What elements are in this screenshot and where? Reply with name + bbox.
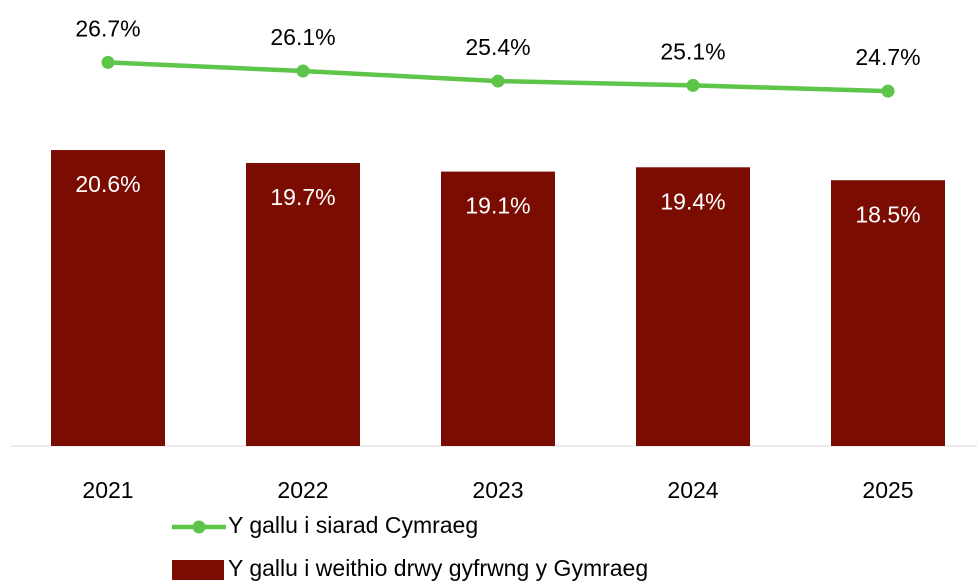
point [686, 78, 700, 92]
legend-label: Y gallu i weithio drwy gyfrwng y Gymraeg [228, 555, 648, 581]
data-label: 26.7% [75, 15, 140, 41]
bar [441, 171, 555, 446]
data-label: 24.7% [855, 44, 920, 70]
point [101, 55, 115, 69]
x-tick-label: 2021 [82, 477, 133, 503]
data-label: 19.7% [270, 184, 335, 210]
data-label: 19.4% [660, 188, 725, 214]
bar [636, 167, 750, 446]
x-tick-label: 2022 [277, 477, 328, 503]
bar [246, 162, 360, 446]
x-tick-label: 2025 [862, 477, 913, 503]
bar [831, 180, 945, 446]
point [881, 84, 895, 98]
point [491, 74, 505, 88]
data-label: 18.5% [855, 201, 920, 227]
x-tick-label: 2024 [667, 477, 718, 503]
data-label: 26.1% [270, 24, 335, 50]
x-tick-label: 2023 [472, 477, 523, 503]
legend-label: Y gallu i siarad Cymraeg [228, 512, 478, 538]
point [296, 64, 310, 78]
legend-swatch [172, 560, 224, 580]
legend-point [192, 520, 206, 534]
data-label: 19.1% [465, 193, 530, 219]
data-label: 25.4% [465, 34, 530, 60]
data-label: 20.6% [75, 171, 140, 197]
data-label: 25.1% [660, 38, 725, 64]
bar [51, 150, 165, 446]
